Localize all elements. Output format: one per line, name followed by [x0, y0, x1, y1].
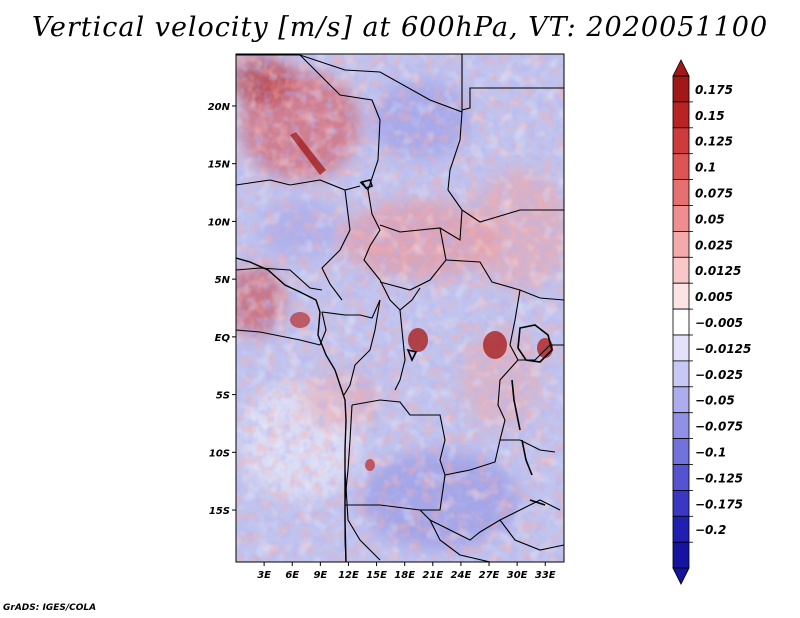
lat-label: 5N	[215, 275, 231, 286]
lat-label: 15S	[209, 506, 230, 517]
velocity-field	[236, 54, 564, 562]
colorbar-top-arrow	[672, 59, 690, 77]
lakes	[360, 179, 553, 506]
field-noise-neutral	[236, 54, 564, 562]
colorbar-label: 0.005	[695, 290, 733, 304]
colorbar-swatch	[672, 308, 690, 336]
map-frame	[235, 53, 565, 563]
lon-label: 18E	[394, 570, 415, 581]
grads-credit: GrADS: IGES/COLA	[3, 603, 97, 613]
colorbar-swatch	[672, 75, 690, 103]
colorbar-bottom-arrow	[672, 567, 690, 585]
colorbar-swatch	[672, 438, 690, 465]
lon-label: 24E	[451, 570, 472, 581]
lon-label: 27E	[479, 570, 500, 581]
colorbar-swatch	[672, 256, 690, 284]
colorbar-label: 0.1	[695, 161, 716, 175]
colorbar-swatch	[672, 464, 690, 491]
colorbar-label: −0.005	[695, 316, 743, 330]
colorbar-swatch	[672, 412, 690, 440]
colorbar-label: −0.075	[695, 420, 743, 434]
colorbar-swatch	[672, 101, 690, 129]
colorbar-swatch	[672, 127, 690, 155]
colorbar-label: 0.125	[695, 135, 733, 149]
colorbar-label: 0.0125	[695, 264, 741, 278]
colorbar-swatch	[672, 334, 690, 362]
lat-label: 20N	[208, 102, 231, 113]
country-borders	[236, 54, 564, 562]
colorbar-swatch	[672, 541, 690, 569]
colorbar-label: 0.025	[695, 238, 733, 252]
field-local-maxima	[290, 132, 553, 471]
colorbar-swatch	[672, 515, 690, 543]
colorbar-label: 0.05	[695, 212, 725, 226]
lon-label: 21E	[422, 570, 443, 581]
colorbar-label: 0.15	[695, 109, 725, 123]
colorbar-label: −0.175	[695, 497, 743, 511]
colorbar-label: 0.075	[695, 187, 733, 201]
coastline	[236, 257, 347, 562]
colorbar-swatch	[672, 489, 690, 517]
map-title: Vertical velocity [m/s] at 600hPa, VT: 2…	[31, 12, 769, 43]
colorbar: 0.175 0.15 0.125 0.1 0.075 0.05 0.025 0.0125 0.0…	[672, 59, 751, 585]
lat-label: 10S	[209, 448, 230, 459]
colorbar-label: 0.175	[695, 83, 733, 97]
colorbar-swatch	[672, 179, 690, 206]
lon-label: 6E	[285, 570, 299, 581]
lon-label: 33E	[535, 570, 556, 581]
colorbar-label: −0.125	[695, 471, 743, 485]
colorbar-label: −0.0125	[695, 342, 751, 356]
lat-label: 15N	[208, 160, 231, 171]
colorbar-swatch	[672, 230, 690, 258]
lat-label: 5S	[216, 391, 230, 402]
lon-label: 15E	[366, 570, 387, 581]
colorbar-label: −0.05	[695, 394, 735, 408]
lon-label: 30E	[507, 570, 528, 581]
lon-label: 9E	[313, 570, 327, 581]
colorbar-label: −0.2	[695, 523, 726, 537]
colorbar-label: −0.025	[695, 368, 743, 382]
colorbar-swatch	[672, 360, 690, 388]
longitude-axis: 3E 6E 9E 12E 15E 18E 21E 24E 27E 30E 33E	[257, 562, 556, 581]
colorbar-swatch	[672, 386, 690, 414]
colorbar-swatch	[672, 205, 690, 232]
lon-label: 3E	[257, 570, 271, 581]
colorbar-label: −0.1	[695, 446, 726, 460]
lat-label: EQ	[215, 333, 231, 344]
lon-label: 12E	[338, 570, 359, 581]
colorbar-swatch	[672, 153, 690, 180]
latitude-axis: 20N 15N 10N 5N EQ 5S 10S 15S	[208, 102, 236, 517]
colorbar-swatch	[672, 282, 690, 310]
lat-label: 10N	[208, 217, 231, 228]
